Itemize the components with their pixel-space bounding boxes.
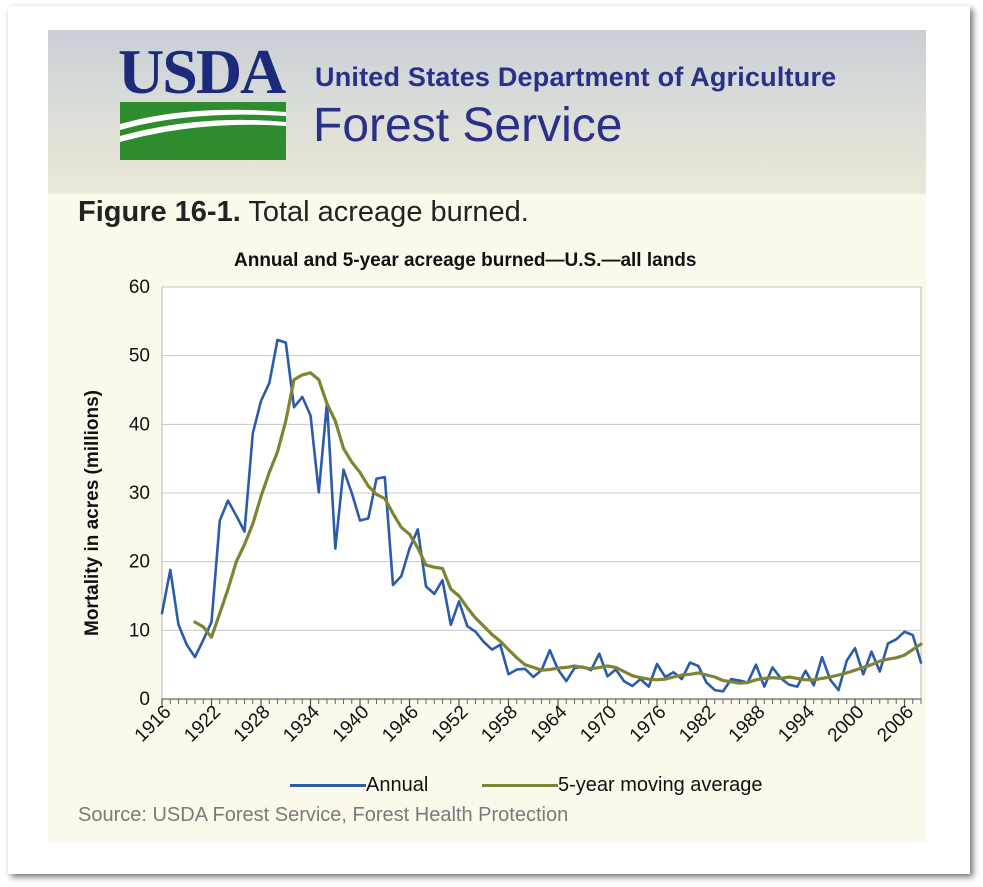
x-tick-label: 1976 [626, 702, 671, 747]
x-tick-label: 1970 [576, 702, 621, 747]
usda-logo-text: USDA [118, 36, 286, 107]
x-tick-label: 1922 [180, 702, 225, 747]
usda-logo: USDA [118, 40, 288, 162]
y-tick-label: 20 [129, 552, 150, 573]
y-tick-label: 50 [129, 346, 150, 367]
y-tick-label: 10 [129, 620, 150, 641]
x-tick-label: 1988 [725, 702, 770, 747]
x-tick-label: 1940 [329, 702, 374, 747]
x-tick-label: 1952 [428, 702, 473, 747]
x-tick-label: 1928 [230, 702, 275, 747]
moving-average-series-line [193, 371, 923, 685]
x-tick-label: 1982 [675, 702, 720, 747]
x-tick-label: 2000 [824, 702, 869, 747]
x-tick-label: 1916 [131, 702, 176, 747]
department-name: United States Department of Agriculture [315, 62, 837, 92]
figure-title: Total acreage burned. [248, 196, 529, 228]
legend-moving-average-swatch [482, 784, 558, 787]
figure-caption: Figure 16-1. Total acreage burned. [78, 196, 529, 229]
legend-annual: Annual [290, 774, 428, 797]
x-tick-label: 1934 [279, 701, 324, 746]
x-tick-label: 1946 [378, 702, 423, 747]
figure-label: Figure 16-1. [78, 196, 241, 228]
source-note: Source: USDA Forest Service, Forest Heal… [78, 804, 569, 826]
x-tick-label: 1958 [477, 702, 522, 747]
x-tick-label: 1964 [527, 701, 572, 746]
legend-annual-label: Annual [366, 774, 429, 796]
usda-field-icon [120, 102, 286, 160]
legend-moving-average-label: 5-year moving average [558, 774, 763, 796]
y-tick-label: 60 [129, 277, 150, 298]
chart-title: Annual and 5-year acreage burned—U.S.—al… [234, 250, 697, 271]
y-tick-label: 0 [139, 689, 150, 710]
x-tick-label: 2006 [873, 702, 918, 747]
x-tick-label: 1994 [774, 701, 819, 746]
legend-moving-average: 5-year moving average [482, 774, 763, 797]
y-tick-label: 40 [129, 414, 150, 435]
y-tick-label: 30 [129, 483, 150, 504]
agency-name: Forest Service [313, 99, 623, 152]
legend-annual-swatch [290, 784, 366, 787]
y-axis-label: Mortality in acres (millions) [82, 390, 103, 636]
